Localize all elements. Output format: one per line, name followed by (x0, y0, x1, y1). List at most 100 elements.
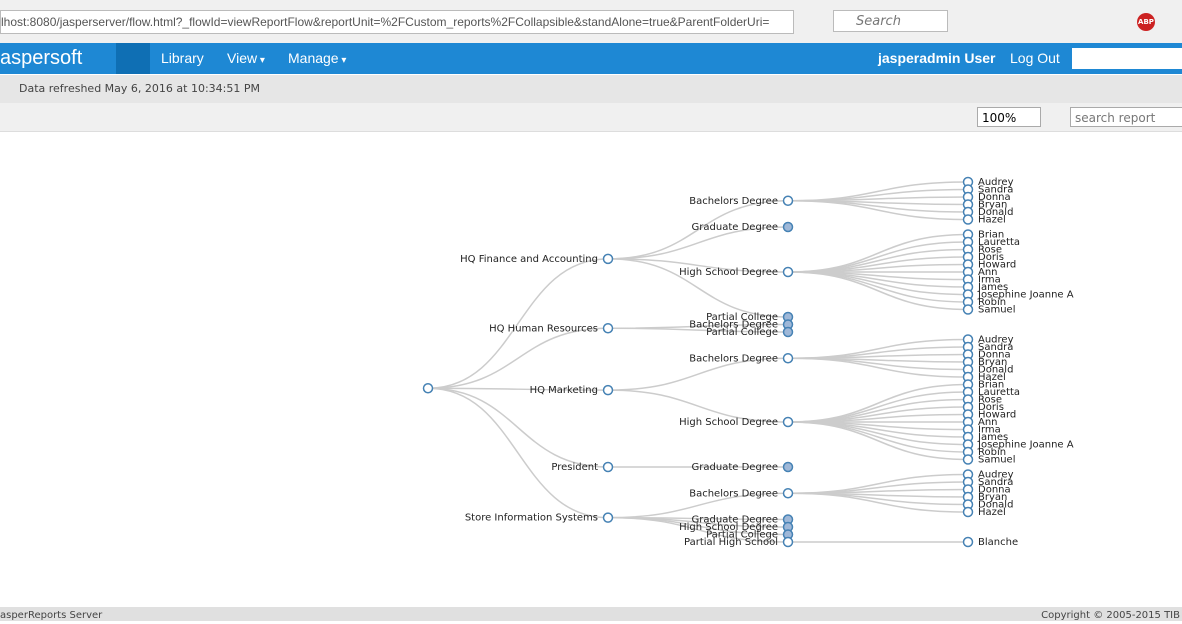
tree-node[interactable] (782, 536, 794, 548)
node-label: Ann (978, 417, 998, 428)
tree-link (787, 233, 969, 273)
node-label: Robin (978, 297, 1006, 308)
node-label: Sandra (978, 342, 1013, 353)
tree-link (607, 200, 789, 260)
node-label: Store Information Systems (465, 513, 598, 524)
url-bar[interactable]: lhost:8080/jasperserver/flow.html?_flowI… (0, 10, 794, 34)
tree-node[interactable] (602, 323, 614, 334)
node-label: Donna (978, 350, 1011, 361)
node-label: Rose (978, 395, 1002, 406)
node-label: Howard (978, 260, 1016, 271)
tree-link (607, 516, 789, 543)
tree-node[interactable] (962, 454, 974, 465)
tree-node[interactable] (782, 221, 794, 233)
addon-icon[interactable]: ABP (1137, 13, 1155, 31)
menu-item[interactable]: Manage (288, 43, 346, 76)
tree-node[interactable] (782, 461, 794, 473)
refresh-status: Data refreshed May 6, 2016 at 10:34:51 P… (19, 82, 260, 95)
footer: asperReports Server Copyright © 2005-201… (0, 607, 1182, 621)
tree-node[interactable] (782, 353, 794, 364)
node-label: Audrey (978, 470, 1014, 481)
tree-node[interactable] (782, 416, 794, 428)
node-label: High School Degree (679, 522, 778, 533)
tree-node[interactable] (782, 326, 794, 338)
node-label: HQ Finance and Accounting (460, 254, 598, 265)
brand[interactable]: aspersoft (0, 47, 83, 69)
tree-link (607, 327, 789, 333)
tree-node[interactable] (962, 214, 974, 225)
report-search[interactable]: search report (1070, 107, 1182, 127)
nav-search[interactable] (1072, 48, 1182, 69)
node-label: Graduate Degree (692, 222, 778, 233)
node-label: Lauretta (978, 237, 1020, 248)
node-label: President (551, 462, 598, 473)
footer-left: asperReports Server (0, 610, 103, 621)
tree-link (427, 258, 609, 389)
tree-link (787, 357, 969, 378)
zoom-select[interactable]: 100% (977, 107, 1041, 127)
node-label: Donald (978, 207, 1013, 218)
tree-node[interactable] (962, 536, 974, 548)
node-label: Graduate Degree (692, 462, 778, 473)
nav-bar: aspersoft Library View Manage jasperadmi… (0, 43, 1182, 74)
status-bar: Data refreshed May 6, 2016 at 10:34:51 P… (0, 75, 1182, 103)
tree-link (427, 387, 609, 391)
menu-item[interactable]: View (227, 43, 265, 76)
node-label: Donna (978, 192, 1011, 203)
tree-link (787, 421, 969, 461)
tree-node[interactable] (602, 461, 614, 473)
tree-link (787, 271, 969, 311)
home-button[interactable] (116, 43, 150, 74)
tree-node[interactable] (782, 195, 794, 206)
tree-node[interactable] (962, 304, 974, 315)
node-label: Robin (978, 447, 1006, 458)
tree-link (607, 226, 789, 260)
node-label: James (977, 282, 1008, 293)
tree-link (427, 327, 609, 389)
node-label: Bachelors Degree (689, 196, 778, 207)
node-label: Bryan (978, 357, 1007, 368)
node-label: Brian (978, 230, 1004, 241)
node-label: Donald (978, 500, 1013, 511)
node-label: Bryan (978, 200, 1007, 211)
tree-link (607, 389, 789, 423)
tree-link (427, 387, 609, 519)
node-label: Doris (978, 252, 1004, 263)
user-name[interactable]: jasperadmin User (878, 50, 996, 66)
tree-node[interactable] (602, 512, 614, 523)
node-label: HQ Marketing (530, 385, 598, 396)
node-label: Hazel (978, 372, 1006, 383)
tree-node[interactable] (782, 266, 794, 278)
tree-link (787, 181, 969, 202)
node-label: Partial College (706, 327, 778, 338)
node-label: Samuel (978, 305, 1016, 316)
tree-link (787, 200, 969, 221)
node-label: Donna (978, 485, 1011, 496)
node-label: Blanche (978, 537, 1018, 548)
node-label: High School Degree (679, 267, 778, 278)
browser-search[interactable]: Search (833, 10, 948, 32)
node-label: HQ Human Resources (489, 323, 598, 334)
tree-node[interactable] (782, 488, 794, 499)
tree-link (607, 357, 789, 391)
menu-item[interactable]: Library (161, 50, 204, 66)
node-label: Ann (978, 267, 998, 278)
node-label: Bachelors Degree (689, 488, 778, 499)
node-label: Doris (978, 402, 1004, 413)
logout[interactable]: Log Out (1010, 50, 1060, 66)
tree-link (607, 258, 789, 273)
tree-link (607, 258, 789, 318)
node-label: Bryan (978, 492, 1007, 503)
footer-right: Copyright © 2005-2015 TIB (1041, 610, 1180, 621)
tree-node[interactable] (602, 253, 614, 265)
browser-bar: lhost:8080/jasperserver/flow.html?_flowI… (0, 0, 1182, 44)
node-label: Sandra (978, 477, 1013, 488)
node-label: Bachelors Degree (689, 353, 778, 364)
tree-node[interactable] (962, 506, 974, 518)
tree-link (787, 383, 969, 423)
tree-link (787, 492, 969, 513)
tree-node[interactable] (422, 383, 434, 394)
node-label: Irma (978, 425, 1001, 436)
tree-node[interactable] (602, 384, 614, 396)
